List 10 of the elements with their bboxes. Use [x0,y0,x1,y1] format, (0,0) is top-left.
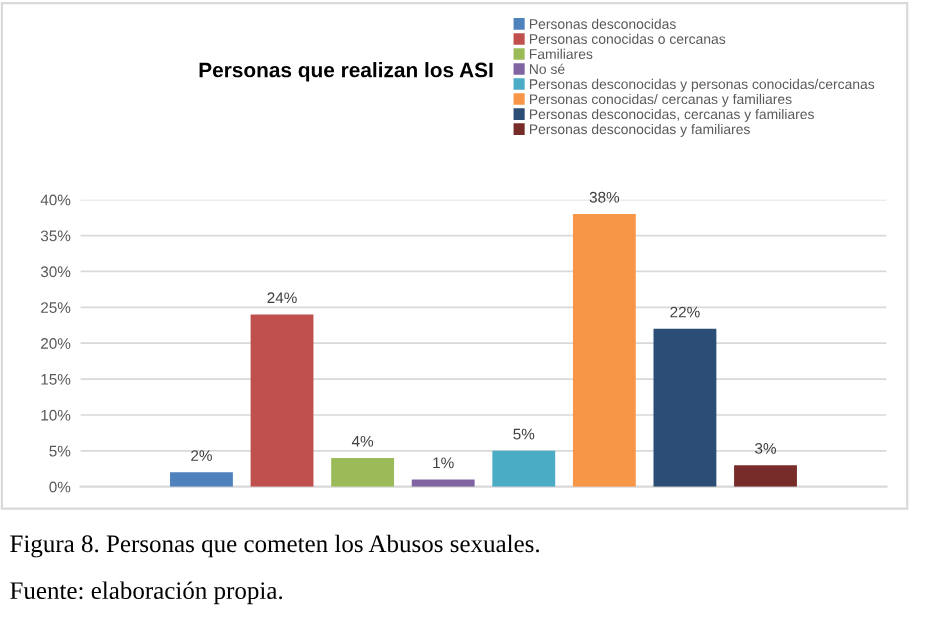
bar [250,314,314,487]
bar [331,458,395,487]
bar [170,472,233,487]
bar [653,328,717,487]
bar [492,450,556,487]
bar [572,214,636,487]
text: Figura 8. Personas que cometen los Abusos sexuales. [10,534,540,558]
bar [734,465,797,487]
chart-title: Personas que realizan los ASI [199,62,493,82]
source-note: Fuente: elaboración propia. [10,581,283,605]
